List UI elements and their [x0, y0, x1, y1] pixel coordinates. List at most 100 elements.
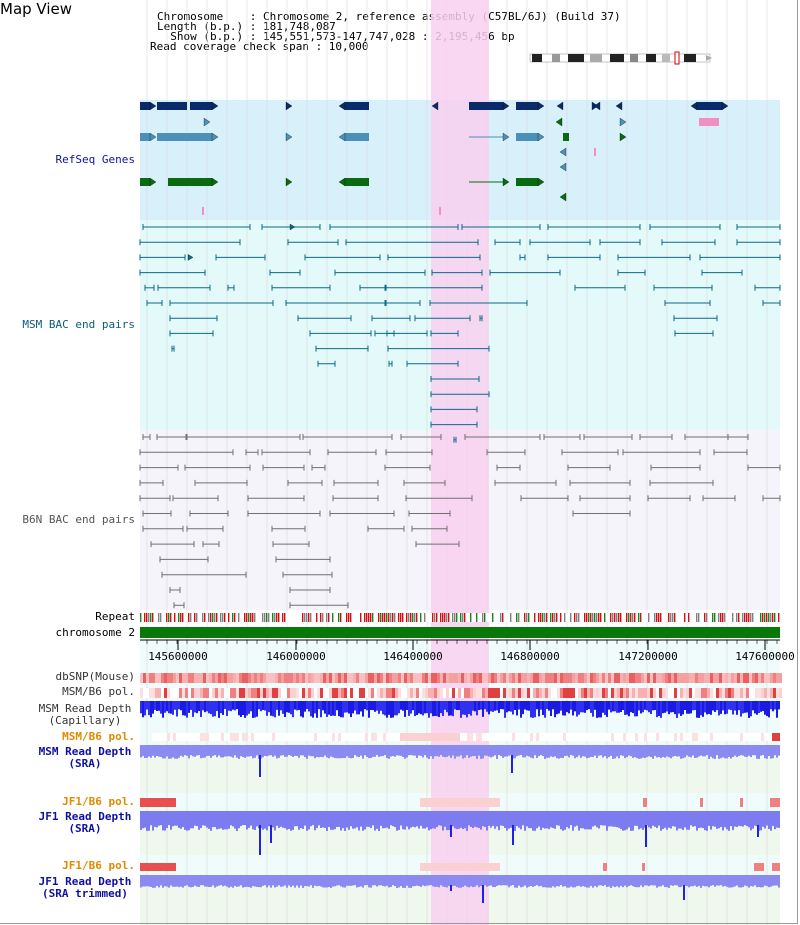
repeat-mark [448, 613, 450, 622]
coverage-tracks[interactable] [140, 673, 782, 903]
label-jf1-trim-2: (SRA trimmed) [41, 887, 129, 900]
depth-bar [268, 701, 270, 713]
depth-bar [588, 825, 590, 830]
heat-cell [542, 733, 545, 741]
heat-cell [206, 673, 209, 683]
heat-cell [233, 688, 236, 698]
selection-highlight[interactable] [431, 0, 489, 925]
depth-bar [314, 755, 316, 759]
depth-bar [490, 755, 492, 758]
depth-bar [594, 701, 596, 710]
depth-bar [304, 885, 306, 887]
heat-cell [293, 673, 296, 683]
depth-bar [224, 825, 226, 830]
depth-bar [614, 701, 616, 712]
depth-bar [194, 755, 196, 757]
axis-tick-label: 147200000 [618, 650, 678, 663]
depth-bar [248, 755, 250, 757]
depth-bar [540, 825, 542, 831]
depth-bar [246, 825, 248, 830]
depth-bar [696, 755, 698, 758]
depth-bar [402, 701, 404, 711]
depth-bar [230, 701, 232, 712]
gene-exon [140, 133, 150, 141]
heat-cell [527, 688, 530, 698]
heat-cell [566, 673, 569, 683]
depth-bar [734, 755, 736, 756]
depth-bar [602, 701, 604, 713]
repeat-mark [510, 613, 512, 622]
depth-bar [326, 885, 328, 888]
depth-bar [368, 825, 370, 827]
depth-bar [276, 755, 278, 759]
heat-cell [251, 673, 254, 683]
heat-cell [662, 673, 665, 683]
depth-bar [152, 825, 154, 831]
repeat-mark [604, 613, 606, 622]
depth-bar [354, 701, 356, 711]
heat-cell [404, 688, 407, 698]
heat-cell [389, 733, 392, 741]
depth-bar [444, 755, 446, 758]
depth-bar [160, 755, 162, 758]
strand-arrow [721, 101, 729, 111]
depth-bar [690, 885, 692, 887]
depth-bar [622, 755, 624, 756]
repeat-mark [746, 613, 748, 622]
repeat-mark [246, 613, 248, 622]
msm-bac-pairs[interactable] [139, 223, 781, 443]
heat-cell [197, 733, 200, 741]
heat-cell [461, 733, 464, 741]
label-msm-depth-cap-2: (Capillary) [48, 714, 122, 727]
heat-cell [722, 733, 725, 741]
depth-bar [740, 885, 742, 888]
chromosome-ideogram[interactable] [529, 51, 712, 65]
depth-bar [330, 755, 332, 757]
depth-bar [662, 755, 664, 757]
repeat-mark [482, 613, 484, 622]
depth-bar [536, 755, 538, 759]
b6n-bac-pairs[interactable] [139, 434, 781, 609]
depth-bar [642, 825, 644, 830]
heat-cell [386, 673, 389, 683]
heat-cell [473, 688, 476, 698]
depth-bar [292, 885, 294, 886]
heat-cell [188, 673, 191, 683]
depth-bar [312, 755, 314, 757]
depth-bar [212, 755, 214, 756]
depth-bar [410, 825, 412, 828]
depth-bar [176, 885, 178, 887]
heat-cell [362, 733, 365, 741]
refseq-genes[interactable] [140, 101, 729, 215]
repeat-mark [630, 613, 632, 622]
depth-bar [202, 755, 204, 758]
depth-bar [228, 701, 230, 711]
depth-bar [778, 825, 780, 828]
repeat-track[interactable] [140, 613, 780, 622]
repeat-mark [672, 613, 674, 622]
heat-cell [743, 673, 746, 683]
heat-cell [605, 733, 608, 741]
depth-bar [632, 885, 634, 887]
depth-bar [312, 885, 314, 888]
depth-bar [486, 701, 488, 712]
heat-cell [644, 733, 647, 741]
pol-block [420, 798, 500, 807]
strand-arrow [502, 132, 510, 142]
depth-bar [426, 701, 428, 714]
depth-bar [562, 885, 564, 887]
depth-bar [754, 701, 756, 714]
depth-bar [328, 885, 330, 888]
depth-bar [696, 825, 698, 831]
depth-bar [158, 825, 160, 826]
depth-bar [766, 885, 768, 887]
depth-bar [520, 825, 522, 830]
depth-bar [382, 755, 384, 757]
heat-cell [215, 673, 218, 683]
depth-bar [698, 701, 700, 718]
heat-cell [482, 688, 485, 698]
heat-cell [491, 673, 494, 683]
depth-bar [586, 701, 588, 711]
chromosome-bar[interactable] [140, 627, 780, 638]
